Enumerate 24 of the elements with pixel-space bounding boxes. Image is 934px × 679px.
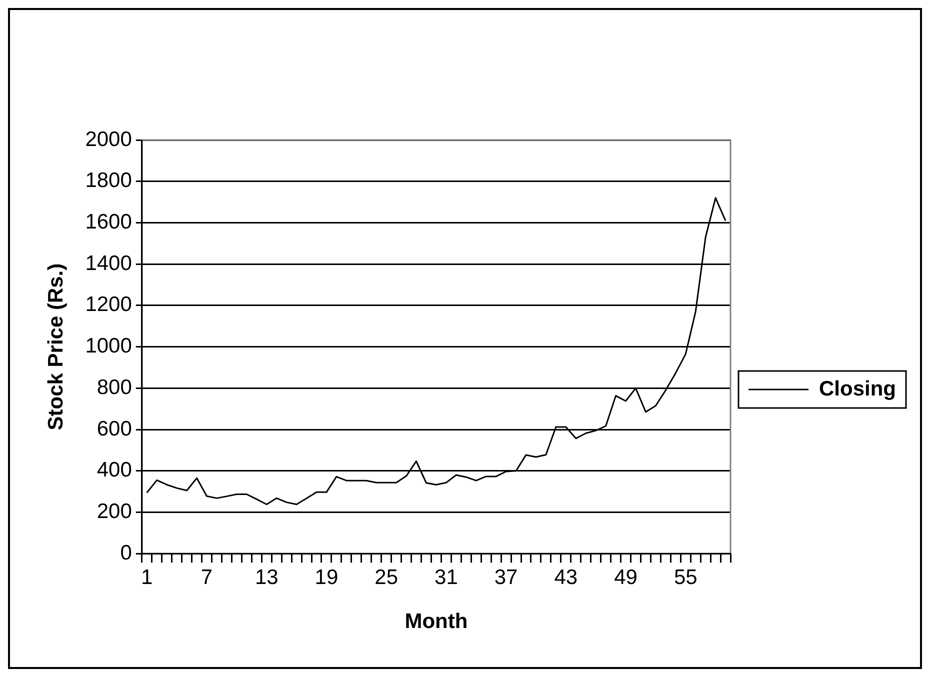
x-tick-label: 7	[200, 566, 213, 589]
x-tick-label: 1	[141, 566, 153, 589]
y-tick-label: 1600	[85, 210, 132, 234]
x-tick-label: 37	[494, 566, 518, 589]
x-axis-title: Month	[404, 610, 468, 634]
x-tick-label: 55	[674, 566, 698, 589]
y-tick-label: 2000	[85, 128, 132, 151]
y-axis-title: Stock Price (Rs.)	[44, 263, 68, 430]
x-tick-label: 25	[374, 566, 398, 589]
x-tick-label: 19	[314, 566, 338, 589]
y-tick-label: 1000	[85, 334, 132, 358]
y-tick-label: 1800	[85, 169, 132, 192]
x-tick-label: 49	[614, 566, 638, 589]
legend-label: Closing	[819, 377, 896, 400]
x-tick-label: 13	[254, 566, 278, 589]
y-tick-label: 600	[96, 417, 132, 440]
y-tick-label: 1400	[85, 252, 132, 275]
x-tick-label: 43	[554, 566, 578, 589]
y-tick-label: 0	[120, 541, 132, 564]
y-tick-label: 400	[96, 458, 132, 482]
y-tick-label: 1200	[85, 293, 132, 316]
y-tick-label: 800	[96, 376, 132, 399]
x-tick-label: 31	[434, 566, 458, 589]
y-tick-label: 200	[96, 500, 132, 524]
